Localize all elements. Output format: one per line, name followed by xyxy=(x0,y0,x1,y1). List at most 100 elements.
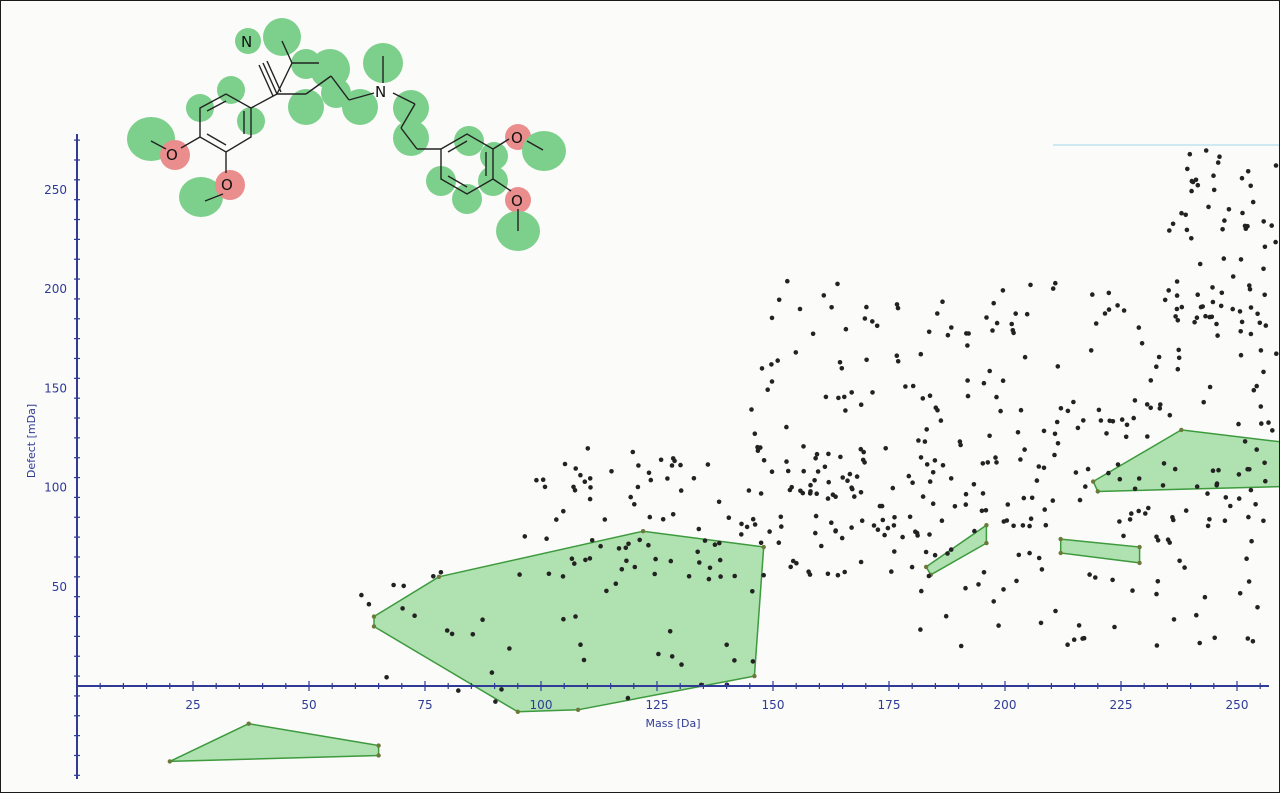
data-point xyxy=(702,538,708,543)
data-point xyxy=(658,457,664,463)
data-point xyxy=(1014,578,1019,584)
data-point xyxy=(1058,406,1064,411)
atom-label: O xyxy=(166,146,178,164)
data-point xyxy=(920,396,926,401)
data-point xyxy=(769,315,775,321)
data-point xyxy=(697,560,702,565)
data-point xyxy=(646,542,651,548)
data-point xyxy=(1136,325,1142,330)
data-point xyxy=(927,479,933,484)
data-point xyxy=(1258,348,1264,353)
data-point xyxy=(1090,292,1095,297)
data-point xyxy=(744,524,750,530)
data-point xyxy=(696,526,702,532)
data-point xyxy=(1273,239,1278,245)
data-point xyxy=(401,583,407,589)
data-point xyxy=(1022,447,1027,452)
data-point xyxy=(895,359,901,364)
data-point xyxy=(1254,383,1259,389)
highlight-halo xyxy=(288,89,324,125)
data-point xyxy=(572,561,577,566)
data-point xyxy=(1148,378,1154,383)
region-polygon xyxy=(1092,429,1279,493)
data-point xyxy=(739,521,744,527)
data-point xyxy=(1203,148,1209,153)
data-point xyxy=(1027,523,1032,529)
data-point xyxy=(569,556,575,561)
data-point xyxy=(994,320,1000,326)
data-point xyxy=(930,470,936,475)
data-point xyxy=(1127,517,1133,522)
highlight-halo xyxy=(393,120,429,156)
data-point xyxy=(769,469,775,475)
data-point xyxy=(391,582,396,588)
data-point xyxy=(864,357,869,363)
data-point xyxy=(836,395,841,401)
data-point xyxy=(810,331,816,337)
highlight-halo xyxy=(235,28,261,54)
region-vertex xyxy=(436,574,442,580)
data-point xyxy=(717,557,723,563)
x-tick-label: 225 xyxy=(1110,698,1133,712)
data-point xyxy=(918,351,924,357)
data-point xyxy=(1183,508,1189,513)
region-polygon xyxy=(1059,538,1141,564)
data-point xyxy=(1106,307,1112,312)
data-point xyxy=(1036,555,1042,561)
data-point xyxy=(1176,347,1181,353)
data-point xyxy=(826,451,831,457)
data-point xyxy=(813,513,819,519)
data-point xyxy=(1211,187,1217,193)
data-point xyxy=(1117,519,1122,524)
data-point xyxy=(1052,452,1057,458)
data-point xyxy=(1253,502,1258,507)
data-point xyxy=(613,581,619,586)
data-point xyxy=(894,353,900,359)
data-point xyxy=(581,657,587,663)
region-vertex xyxy=(1090,479,1096,484)
data-point xyxy=(1273,163,1279,168)
data-point xyxy=(1041,428,1047,434)
data-point xyxy=(1028,516,1034,521)
data-point xyxy=(976,582,981,587)
data-point xyxy=(1160,483,1166,488)
data-point xyxy=(648,477,654,483)
data-point xyxy=(994,394,999,400)
data-point xyxy=(400,606,405,611)
data-point xyxy=(1259,421,1264,426)
data-point xyxy=(1145,434,1150,439)
data-point xyxy=(1210,468,1216,474)
data-point xyxy=(889,569,894,574)
data-point xyxy=(544,536,549,541)
data-point xyxy=(1240,210,1245,216)
data-point xyxy=(1194,612,1199,618)
data-point xyxy=(910,383,916,389)
highlight-halo xyxy=(426,166,456,196)
data-point xyxy=(1121,308,1127,313)
data-point xyxy=(839,535,845,541)
data-point xyxy=(534,477,539,483)
data-point xyxy=(940,299,945,305)
data-point xyxy=(626,541,631,547)
data-point xyxy=(1255,311,1260,317)
data-point xyxy=(1016,552,1022,558)
data-point xyxy=(589,538,595,543)
data-point xyxy=(670,512,676,517)
data-point xyxy=(1001,587,1006,592)
data-point xyxy=(706,576,712,582)
data-point xyxy=(812,478,817,483)
data-point xyxy=(806,569,811,574)
data-point xyxy=(1161,461,1167,466)
data-point xyxy=(1036,464,1042,469)
data-point xyxy=(922,439,928,444)
data-point xyxy=(963,502,969,507)
region-vertex xyxy=(1137,560,1142,566)
data-point xyxy=(797,306,803,312)
data-point xyxy=(489,670,495,675)
data-point xyxy=(1020,523,1026,528)
data-point xyxy=(1158,402,1163,407)
region-vertex xyxy=(752,673,757,679)
data-point xyxy=(927,532,932,537)
data-point xyxy=(1179,304,1185,310)
region-vertex xyxy=(167,759,172,764)
